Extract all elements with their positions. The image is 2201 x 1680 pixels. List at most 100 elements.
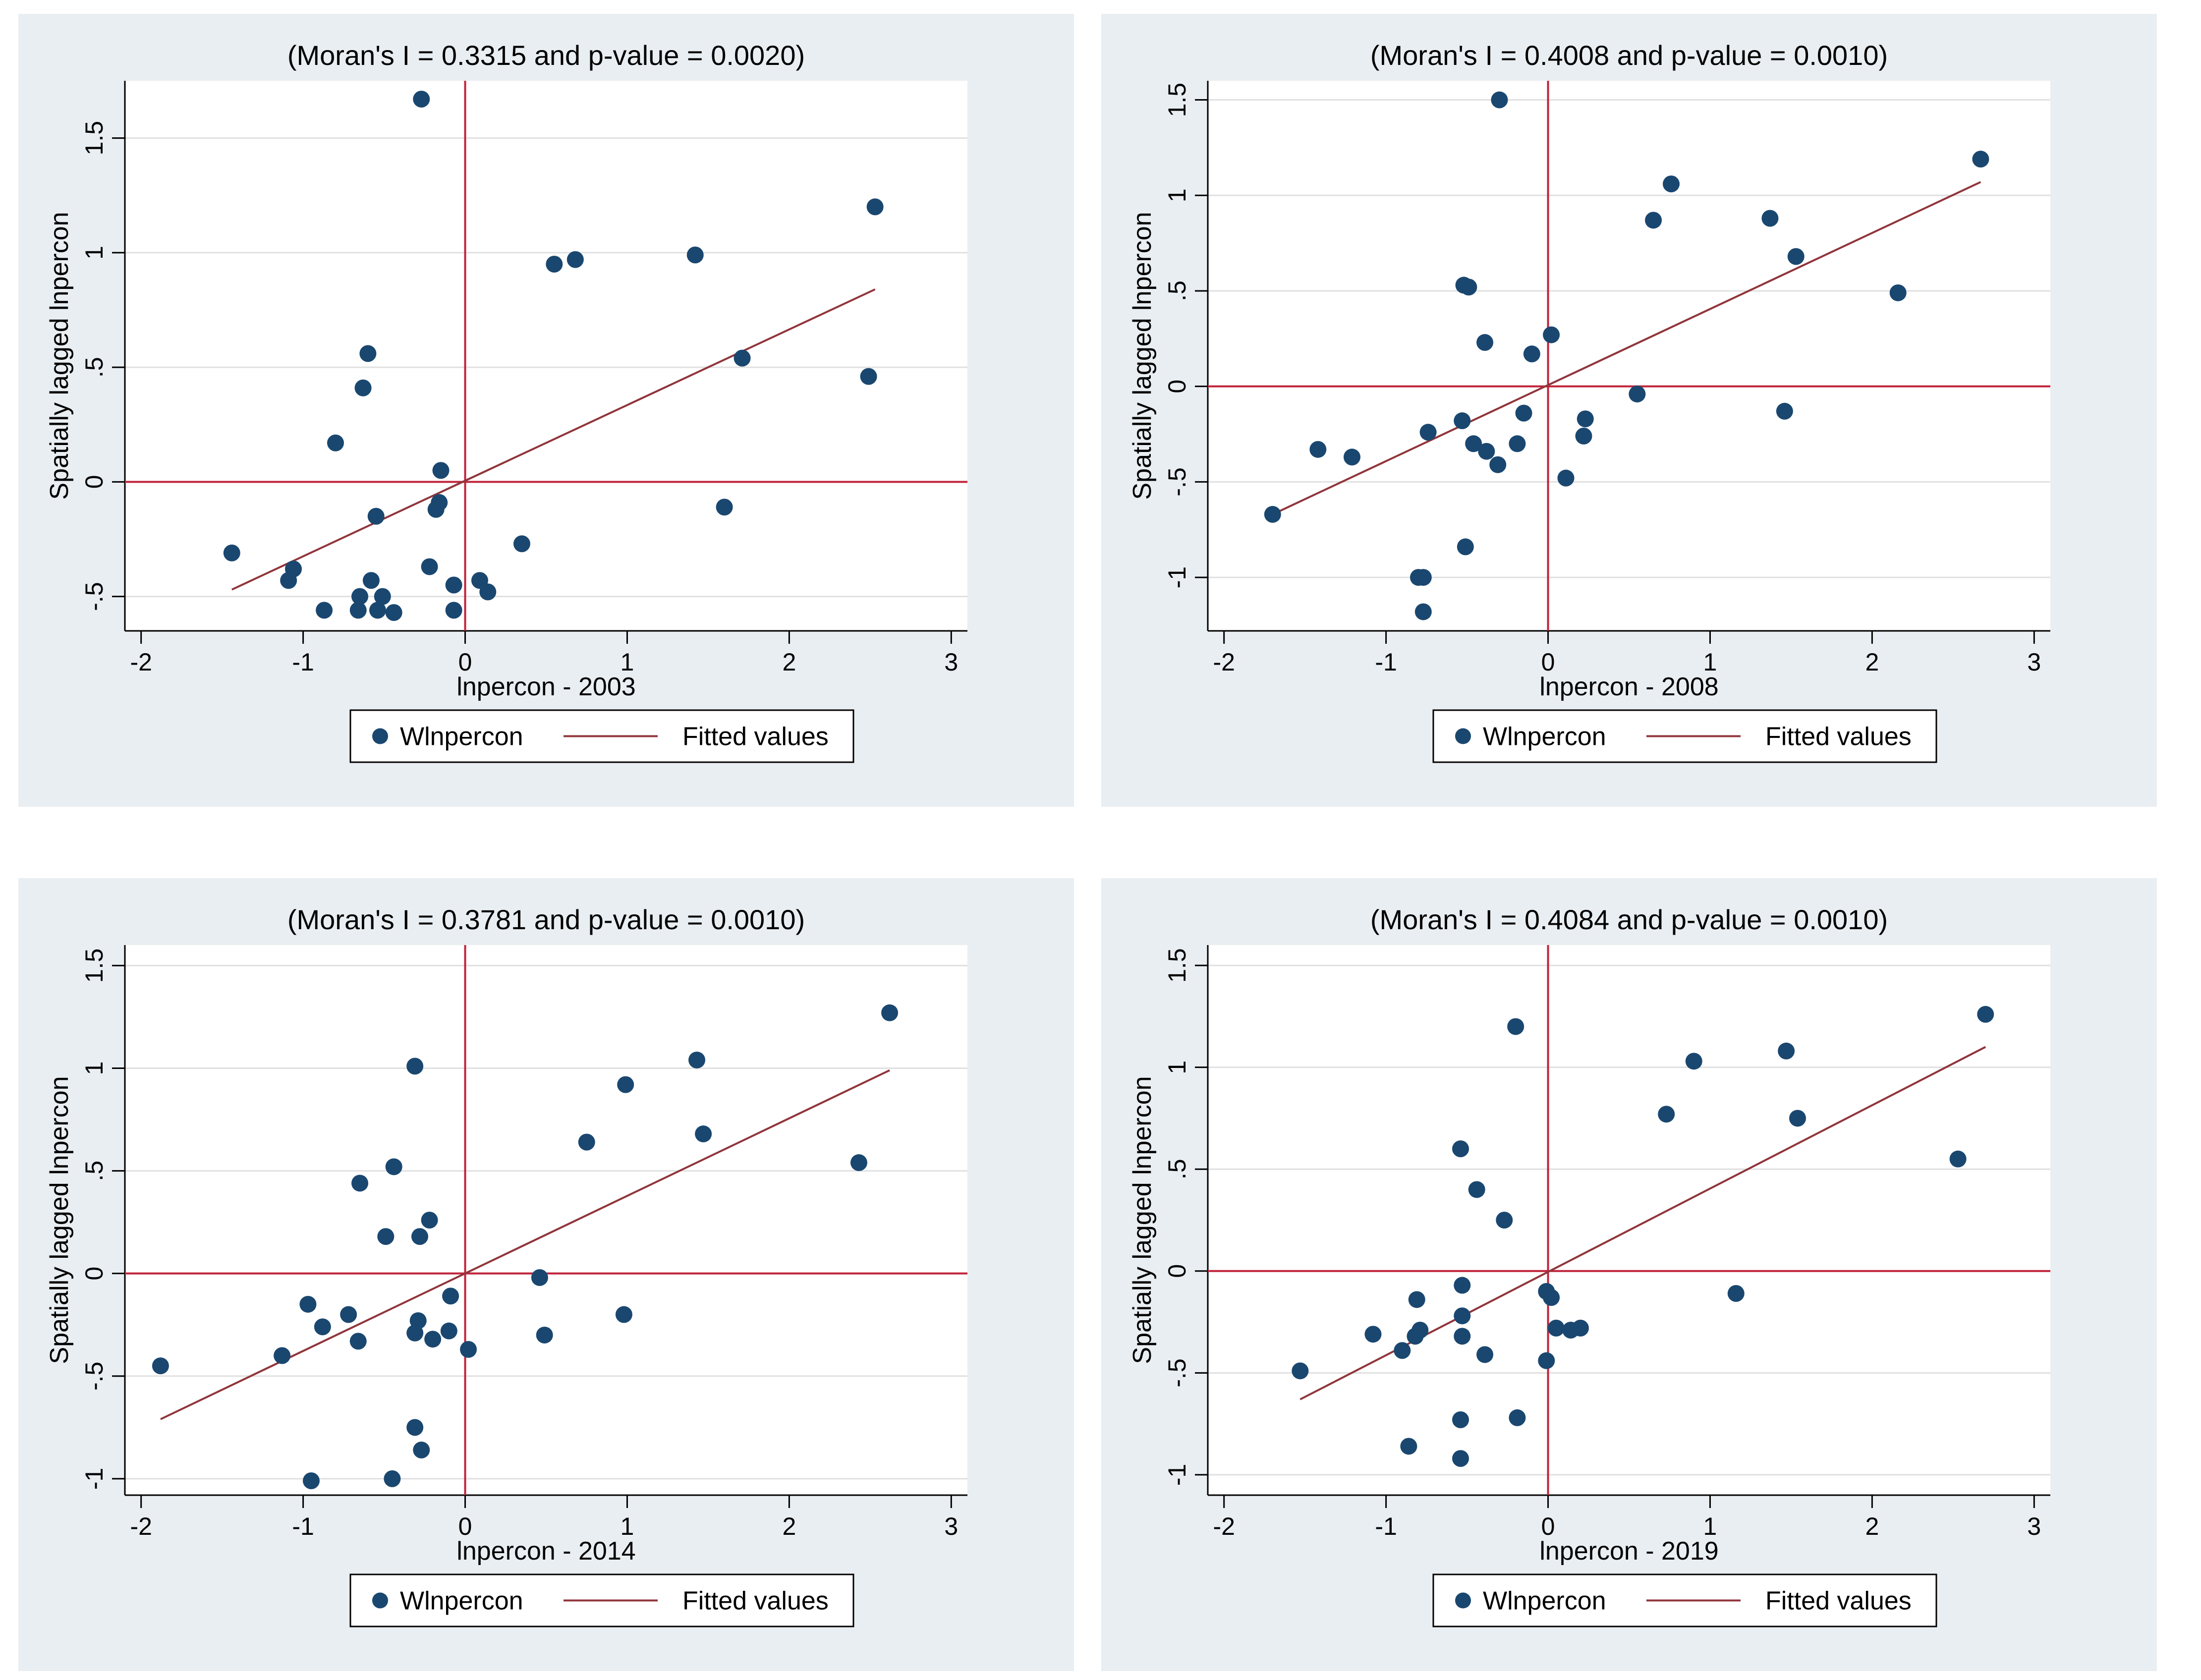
data-point: [1572, 1319, 1589, 1337]
legend-marker: [1455, 728, 1471, 744]
y-tick-label: .5: [1163, 280, 1191, 301]
chart-panel-1: -2 -1 0 1 2 3 -.5 0 .5 1 1.5 (Moran's I = 0.3315 an…: [18, 14, 1074, 807]
data-point: [314, 1318, 331, 1336]
y-tick-label: -.5: [1163, 467, 1191, 496]
data-point: [349, 602, 367, 619]
data-point: [1515, 404, 1532, 422]
data-point: [716, 499, 733, 516]
data-point: [686, 246, 704, 264]
legend: Wlnpercon Fitted values: [1432, 709, 1937, 763]
data-point: [1727, 1285, 1745, 1302]
data-point: [1543, 326, 1560, 343]
x-tick-label: 3: [944, 1512, 958, 1540]
x-axis-label: lnpercon - 2008: [1539, 672, 1718, 701]
x-tick-label: 0: [458, 648, 472, 676]
data-point: [1452, 1450, 1469, 1467]
x-tick-label: -2: [130, 1512, 152, 1540]
x-tick-label: 2: [782, 648, 796, 676]
data-point: [367, 507, 385, 525]
chart-title: (Moran's I = 0.4008 and p-value = 0.0010…: [1370, 40, 1888, 71]
data-point: [1557, 469, 1575, 487]
fitted-values-line: [1272, 181, 1981, 515]
y-tick-label: -1: [1163, 1464, 1191, 1486]
data-point: [152, 1357, 169, 1375]
data-point: [1411, 1322, 1429, 1339]
data-point: [369, 602, 386, 619]
legend-label-fit: Fitted values: [1765, 1587, 1912, 1616]
data-point: [615, 1306, 632, 1323]
data-point: [411, 1228, 428, 1245]
x-tick-label: -2: [130, 648, 152, 676]
scatter-chart-4: -2 -1 0 1 2 3 -1 -.5 0 .5 1 1.5 (Moran's I = 0.4084 …: [1101, 878, 2157, 1671]
y-tick-label: .5: [1163, 1159, 1191, 1179]
y-tick-label: 0: [1163, 1264, 1191, 1278]
data-point: [1658, 1106, 1675, 1123]
x-axis-label: lnpercon - 2003: [456, 672, 635, 701]
x-tick-label: -1: [1375, 648, 1397, 676]
legend-marker: [1455, 1592, 1471, 1609]
data-point: [1509, 1409, 1526, 1426]
y-tick-label: 1: [1163, 1061, 1191, 1074]
data-point: [359, 345, 377, 362]
x-tick-label: 3: [2027, 1512, 2041, 1540]
data-point: [1761, 210, 1779, 227]
data-point: [384, 1470, 401, 1487]
y-axis-label: Spatially lagged lnpercon: [45, 1076, 74, 1364]
data-point: [1454, 1307, 1471, 1325]
y-tick-label: 1: [80, 246, 108, 260]
x-tick-label: 1: [621, 648, 634, 676]
data-point: [1454, 1328, 1471, 1345]
data-point: [406, 1058, 424, 1075]
data-point: [1476, 334, 1494, 351]
data-point: [349, 1333, 367, 1350]
data-point: [409, 1312, 427, 1329]
data-point: [1452, 1411, 1469, 1428]
data-point: [479, 583, 497, 601]
data-point: [406, 1419, 424, 1436]
x-tick-label: 0: [1541, 1512, 1555, 1540]
y-tick-label: 1.5: [1163, 948, 1191, 983]
data-point: [1977, 1006, 1994, 1023]
data-point: [424, 1331, 442, 1348]
data-point: [1889, 284, 1907, 301]
legend-marker: [372, 1592, 388, 1609]
data-point: [1419, 424, 1437, 441]
chart-title: (Moran's I = 0.3781 and p-value = 0.0010…: [287, 904, 805, 935]
x-tick-label: 1: [621, 1512, 634, 1540]
data-point: [460, 1341, 477, 1358]
plot-region: [1208, 945, 2050, 1495]
y-tick-label: -.5: [1163, 1358, 1191, 1387]
y-tick-label: 1.5: [80, 949, 108, 983]
data-point: [1400, 1438, 1417, 1455]
y-axis-label: Spatially lagged lnpercon: [1128, 1076, 1157, 1364]
data-point: [1575, 427, 1592, 445]
data-point: [340, 1306, 357, 1323]
plot-region: [1208, 81, 2050, 631]
data-point: [1685, 1053, 1702, 1070]
y-tick-label: 1: [80, 1062, 108, 1075]
y-tick-label: 1: [1163, 188, 1191, 202]
data-point: [1457, 538, 1474, 556]
chart-title: (Moran's I = 0.3315 and p-value = 0.0020…: [287, 40, 805, 71]
y-tick-label: 0: [80, 475, 108, 489]
data-point: [421, 1212, 438, 1229]
fitted-values-line: [231, 288, 876, 591]
x-tick-label: 2: [1865, 648, 1879, 676]
data-point: [1309, 441, 1327, 458]
x-tick-label: -1: [292, 1512, 314, 1540]
data-point: [442, 1288, 459, 1305]
scatter-chart-1: -2 -1 0 1 2 3 -.5 0 .5 1 1.5 (Moran's I = 0.3315 an…: [18, 14, 1074, 807]
data-point: [1454, 412, 1471, 430]
y-tick-label: 1.5: [80, 121, 108, 156]
data-point: [1292, 1362, 1309, 1380]
data-point: [617, 1076, 634, 1093]
legend-label-fit: Fitted values: [682, 1587, 829, 1616]
data-point: [362, 572, 380, 589]
data-point: [531, 1269, 548, 1286]
data-point: [1408, 1291, 1425, 1308]
scatter-chart-2: -2 -1 0 1 2 3 -1 -.5 0 .5 1 1.5 (Moran's I = 0.4008 …: [1101, 14, 2157, 807]
data-point: [1629, 386, 1646, 403]
data-point: [445, 602, 462, 619]
data-point: [1478, 443, 1495, 460]
